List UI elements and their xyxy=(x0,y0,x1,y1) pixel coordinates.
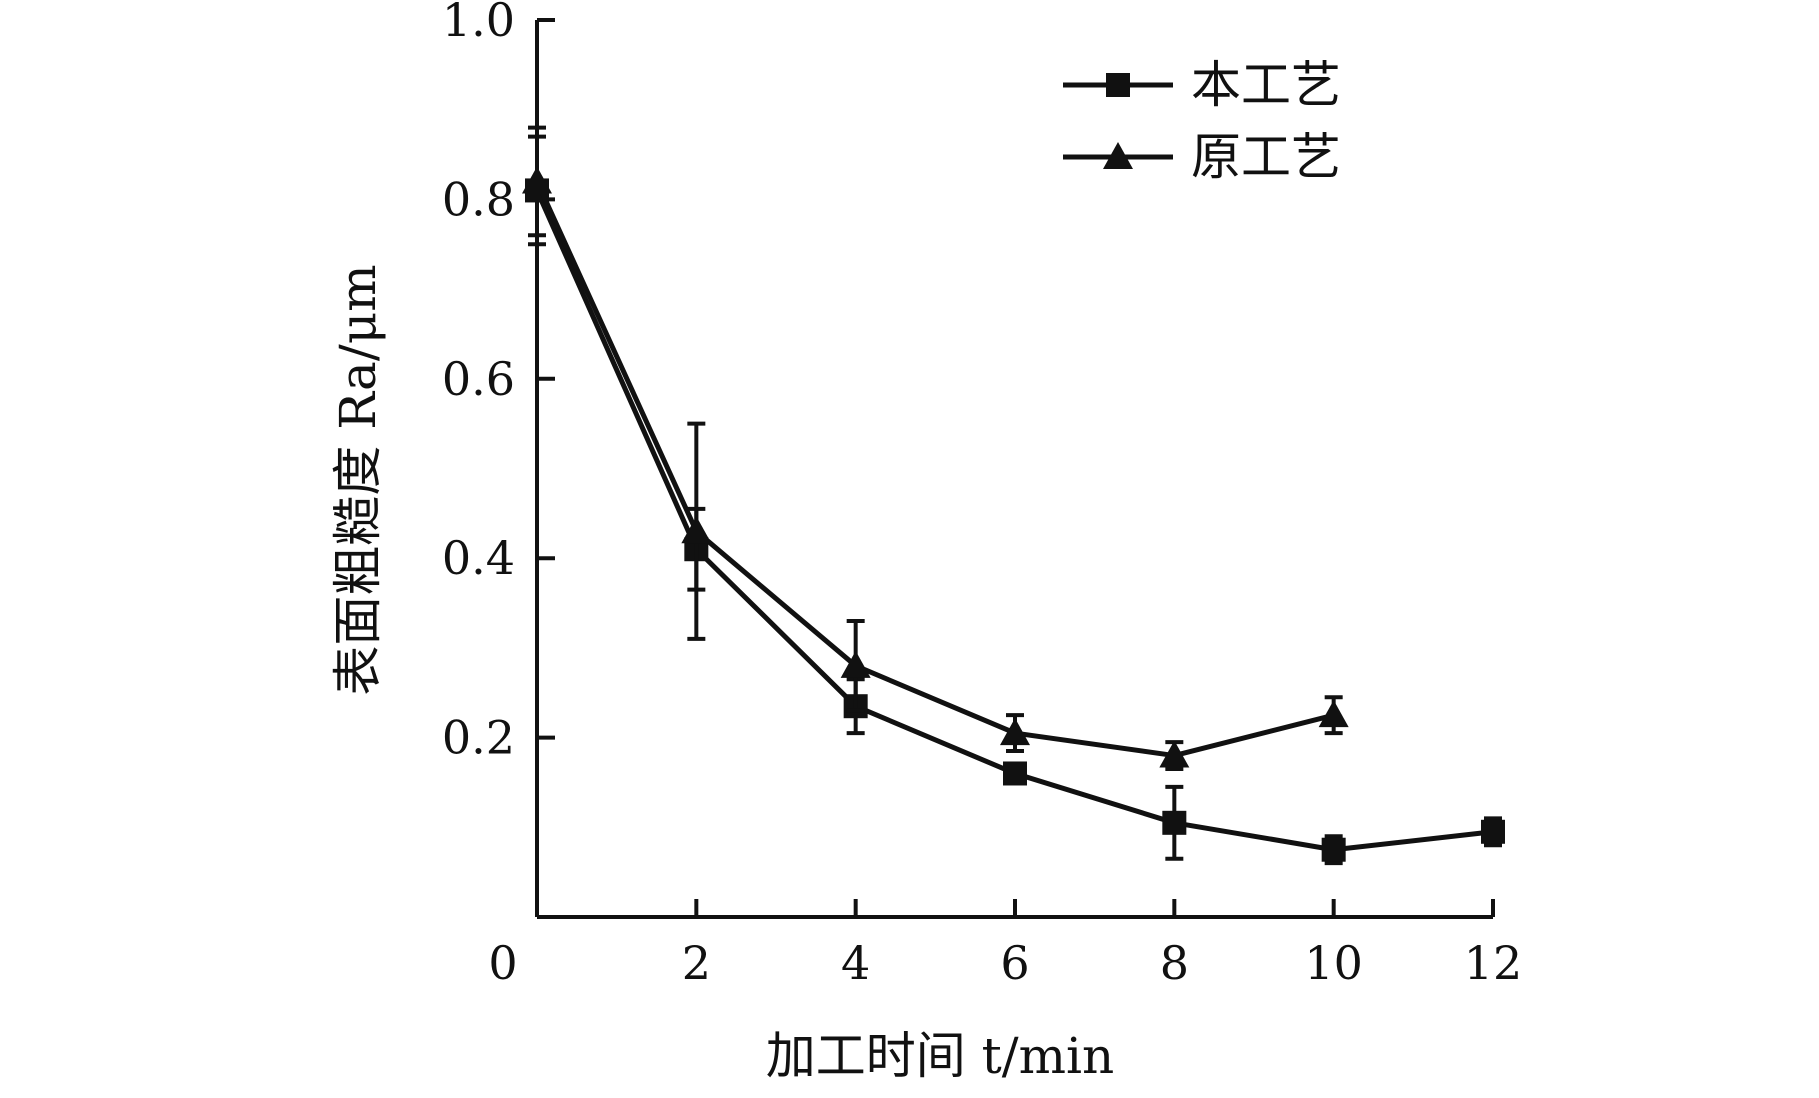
x-tick-label: 4 xyxy=(841,936,870,990)
series-1 xyxy=(525,134,1505,866)
legend-marker xyxy=(1103,142,1133,169)
y-axis-title: 表面粗糙度 Ra/μm xyxy=(329,264,387,695)
y-tick-label: 1.0 xyxy=(442,0,515,47)
legend-label: 原工艺 xyxy=(1191,128,1341,186)
x-axis-title: 加工时间 t/min xyxy=(766,1027,1114,1085)
data-point xyxy=(1481,819,1505,844)
x-tick-label: 2 xyxy=(682,936,711,990)
y-tick-label: 0.2 xyxy=(442,711,515,765)
axes: 0.2 0.4 0.6 0.8 1.0 0 2 4 6 8 10 12 xyxy=(442,0,1522,990)
data-point xyxy=(1003,761,1027,786)
x-tick-label: 12 xyxy=(1464,936,1523,990)
y-tick-label: 0.6 xyxy=(442,352,515,406)
x-tick-label: 10 xyxy=(1304,936,1363,990)
data-point xyxy=(1318,700,1349,728)
data-point xyxy=(1321,837,1346,862)
legend-item-2: 原工艺 xyxy=(1063,128,1341,186)
data-point xyxy=(522,166,552,194)
series-layer xyxy=(522,125,1505,866)
data-point xyxy=(1159,740,1190,768)
data-point xyxy=(681,516,712,544)
x-tick-label: 6 xyxy=(1000,936,1029,990)
data-point xyxy=(1162,810,1187,835)
data-point xyxy=(1000,718,1030,746)
y-tick-label: 0.4 xyxy=(442,531,515,585)
legend-marker xyxy=(1106,73,1130,97)
x-tick-label: 0 xyxy=(488,936,517,990)
legend-item-1: 本工艺 xyxy=(1063,56,1341,114)
series-line xyxy=(534,180,1335,759)
y-tick-label: 0.8 xyxy=(442,172,515,226)
x-tick-label: 8 xyxy=(1160,936,1189,990)
series-2 xyxy=(522,125,1349,771)
data-point xyxy=(840,650,871,678)
legend-label: 本工艺 xyxy=(1191,56,1341,114)
